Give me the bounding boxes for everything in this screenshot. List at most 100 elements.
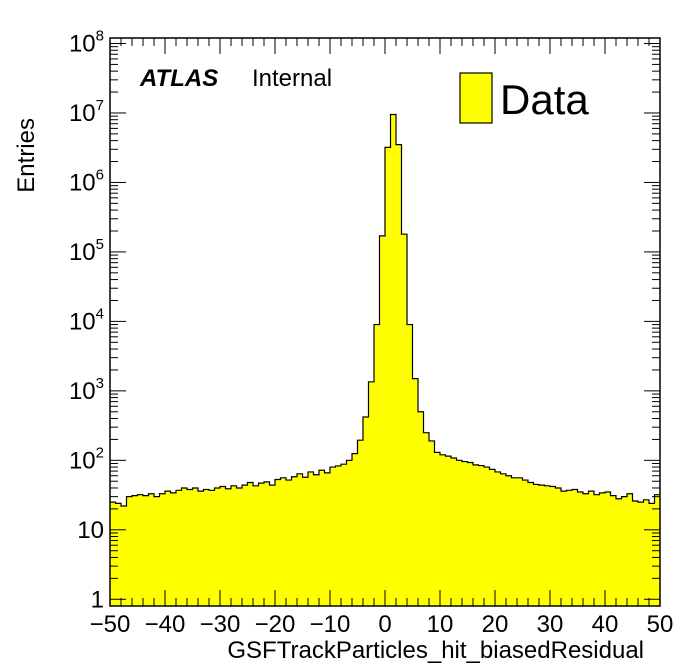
histogram-bin bbox=[176, 490, 182, 606]
histogram-bin bbox=[121, 506, 127, 606]
histogram-bin bbox=[165, 491, 171, 606]
histogram-bin bbox=[368, 381, 375, 606]
histogram-bin bbox=[627, 493, 633, 606]
histogram-bin bbox=[148, 493, 155, 606]
y-tick-label: 103 bbox=[69, 375, 104, 405]
x-axis-ticks bbox=[109, 38, 661, 606]
histogram-bin bbox=[478, 465, 485, 606]
histogram-bin bbox=[643, 499, 650, 606]
histogram-bin bbox=[522, 480, 529, 606]
histogram-bin bbox=[621, 496, 628, 606]
histogram-bin bbox=[506, 475, 512, 606]
histogram-bin bbox=[467, 462, 474, 606]
y-tick-label: 108 bbox=[69, 28, 104, 58]
histogram-bin bbox=[110, 502, 116, 606]
histogram-bin bbox=[280, 477, 287, 606]
histogram-bin bbox=[264, 481, 270, 606]
histogram-bin bbox=[379, 235, 386, 606]
histogram-bin bbox=[583, 493, 589, 606]
histogram-bin bbox=[203, 489, 210, 606]
histogram-bin bbox=[198, 491, 204, 606]
y-axis-tick-labels: 1 10 102 103 104 105 106 107 108 bbox=[69, 28, 104, 614]
histogram-bin bbox=[209, 490, 215, 606]
histogram-bin bbox=[181, 487, 188, 606]
atlas-label-text: Internal bbox=[252, 65, 332, 92]
histogram-bin bbox=[605, 491, 611, 606]
atlas-label-bold: ATLAS bbox=[139, 65, 218, 92]
histogram-bin bbox=[555, 487, 562, 606]
histogram-bars bbox=[110, 114, 661, 607]
y-tick-label: 104 bbox=[69, 305, 104, 335]
histogram-bin bbox=[132, 495, 138, 606]
histogram-bin bbox=[170, 492, 177, 606]
histogram-bin bbox=[302, 477, 309, 606]
x-tick-label: 50 bbox=[647, 611, 674, 638]
x-tick-label: 20 bbox=[482, 611, 509, 638]
histogram-bin bbox=[462, 461, 468, 606]
histogram-bin bbox=[429, 440, 435, 606]
histogram-bin bbox=[588, 491, 595, 606]
histogram-bin bbox=[330, 467, 336, 606]
x-tick-label: −30 bbox=[200, 611, 241, 638]
x-tick-label: 10 bbox=[427, 611, 454, 638]
histogram-bin bbox=[396, 144, 402, 606]
legend-entry-data: Data bbox=[500, 76, 589, 123]
histogram-bin bbox=[423, 432, 430, 606]
histogram-bin bbox=[561, 491, 567, 606]
histogram-bin bbox=[412, 378, 419, 606]
histogram-bin bbox=[341, 464, 347, 606]
histogram-bin bbox=[297, 473, 303, 606]
histogram-bin bbox=[649, 503, 655, 606]
histogram-bin bbox=[137, 494, 144, 606]
histogram-bin bbox=[544, 485, 551, 606]
histogram-bin bbox=[638, 502, 644, 606]
x-tick-label: 0 bbox=[378, 611, 391, 638]
histogram-bin bbox=[231, 485, 237, 606]
histogram-bin bbox=[445, 456, 452, 606]
histogram-bin bbox=[577, 491, 584, 606]
x-tick-label: −10 bbox=[310, 611, 351, 638]
histogram-bin bbox=[352, 453, 358, 606]
y-tick-label: 106 bbox=[69, 166, 104, 196]
atlas-label: ATLAS Internal bbox=[139, 65, 332, 92]
histogram-bin bbox=[495, 471, 501, 606]
histogram-bin bbox=[286, 480, 292, 606]
histogram-bin bbox=[539, 485, 545, 606]
histogram-bin bbox=[187, 489, 193, 606]
histogram-bin bbox=[363, 417, 369, 606]
histogram-bin bbox=[566, 490, 573, 606]
x-tick-label: −20 bbox=[255, 611, 296, 638]
histogram-bin bbox=[308, 471, 314, 606]
histogram-bin bbox=[258, 483, 265, 606]
histogram-bin bbox=[324, 472, 331, 606]
histogram-bin bbox=[269, 485, 276, 606]
histogram-bin bbox=[319, 470, 325, 606]
histogram-bin bbox=[456, 460, 463, 606]
histogram-bin bbox=[440, 454, 446, 606]
histogram-bin bbox=[154, 496, 160, 606]
legend-swatch bbox=[459, 72, 493, 124]
histogram-bin bbox=[484, 467, 490, 606]
histogram-bin bbox=[357, 440, 364, 606]
histogram-bin bbox=[407, 324, 413, 606]
histogram-bin bbox=[550, 486, 556, 606]
histogram-bin bbox=[143, 495, 149, 606]
histogram-bin bbox=[159, 493, 166, 606]
histogram-bin bbox=[517, 477, 523, 606]
legend: Data bbox=[459, 72, 589, 124]
x-tick-label: −40 bbox=[145, 611, 186, 638]
histogram-bin bbox=[500, 473, 507, 606]
y-tick-label: 105 bbox=[69, 236, 104, 266]
histogram-bin bbox=[253, 485, 259, 606]
histogram-bin bbox=[632, 500, 639, 606]
histogram-bin bbox=[511, 477, 518, 606]
y-axis-ticks bbox=[110, 43, 660, 600]
histogram-bin bbox=[418, 411, 424, 606]
histogram-bin bbox=[434, 452, 441, 606]
x-tick-label: −50 bbox=[90, 611, 131, 638]
histogram-bin bbox=[214, 487, 221, 606]
histogram-bin bbox=[236, 487, 243, 606]
y-tick-label: 102 bbox=[69, 444, 104, 474]
histogram-bin bbox=[335, 465, 342, 606]
histogram-bin bbox=[126, 496, 133, 606]
